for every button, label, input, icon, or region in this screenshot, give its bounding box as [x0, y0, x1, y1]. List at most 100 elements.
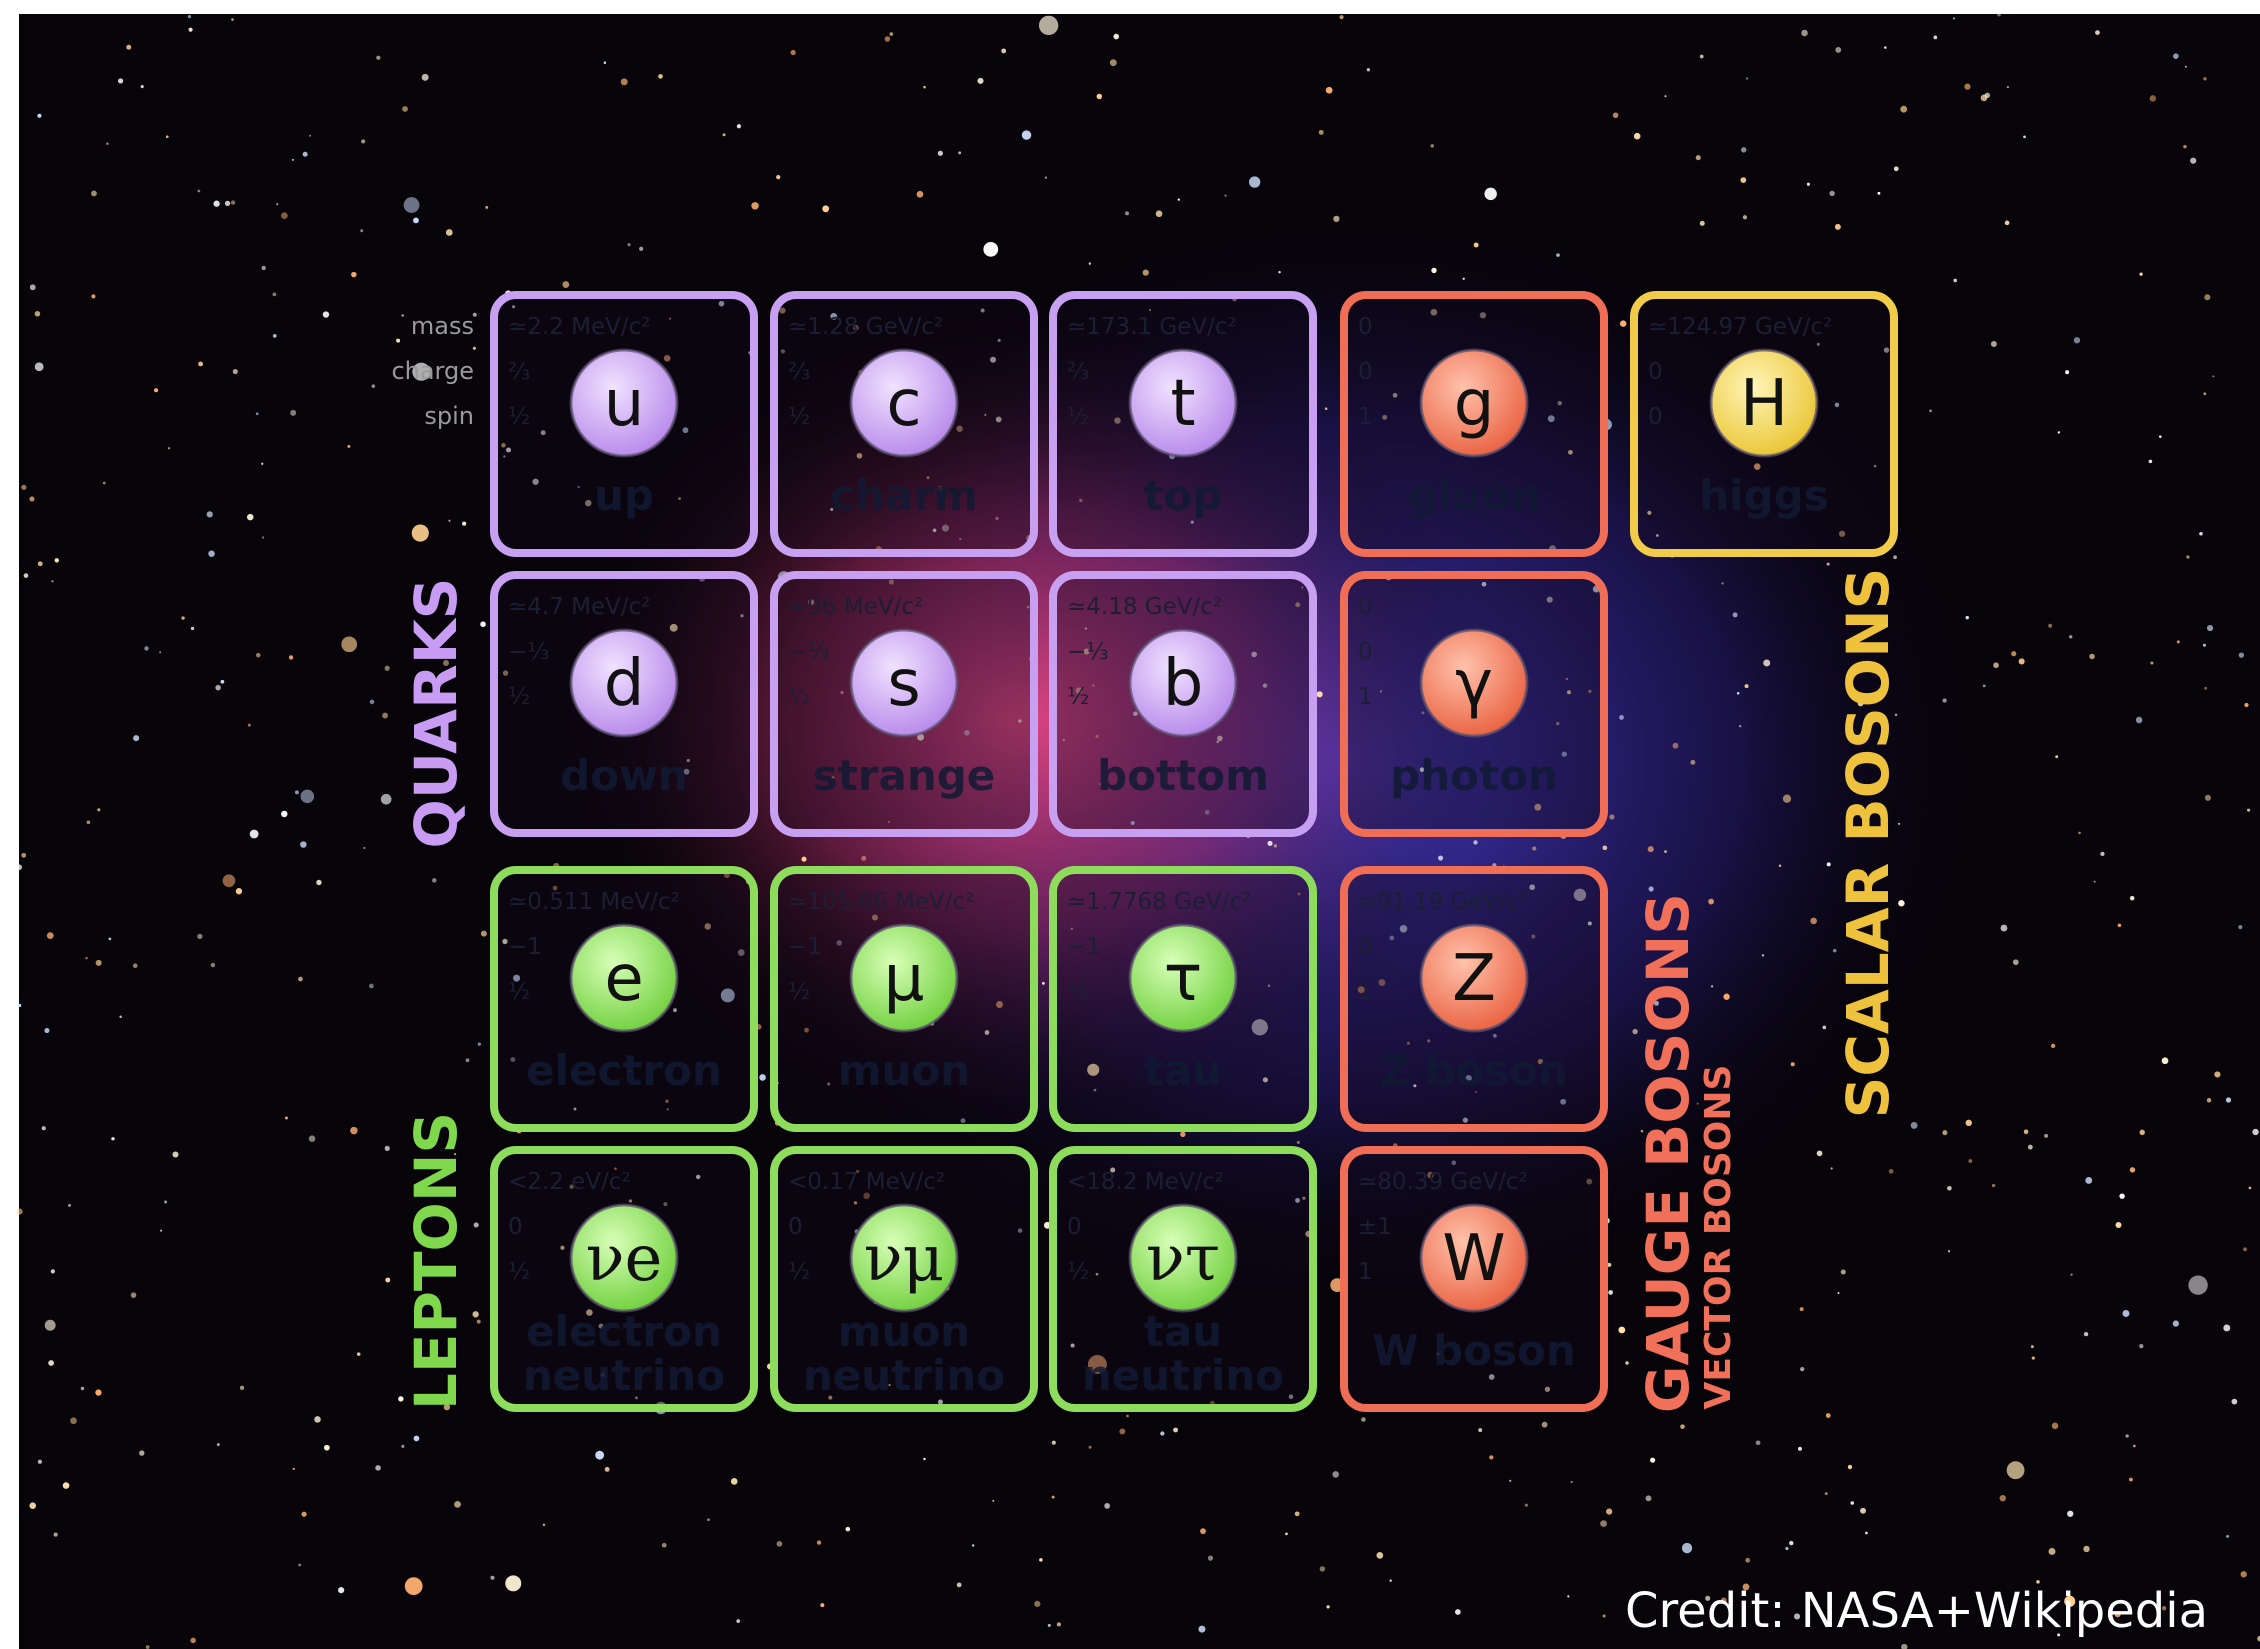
- spin: 1: [1358, 1259, 1373, 1285]
- star: [1810, 917, 1817, 925]
- mass: 0: [1358, 594, 1373, 620]
- spin: 1: [1358, 979, 1373, 1005]
- star: [1832, 948, 1837, 953]
- star: [1413, 1084, 1417, 1088]
- star: [1738, 724, 1742, 728]
- particle-symbol: μ: [884, 942, 925, 1016]
- spin: ½: [1067, 979, 1089, 1005]
- star: [80, 1386, 85, 1391]
- star: [1647, 510, 1652, 515]
- star: [614, 1167, 617, 1170]
- star: [1699, 54, 1704, 59]
- star: [292, 1467, 295, 1471]
- star: [1947, 1185, 1952, 1191]
- star: [37, 113, 42, 118]
- star: [853, 1201, 858, 1205]
- star: [1997, 13, 2001, 17]
- star: [542, 1523, 546, 1527]
- star: [604, 1466, 610, 1472]
- star: [288, 655, 294, 660]
- star: [923, 85, 926, 89]
- star: [1799, 1307, 1804, 1312]
- charge: 0: [1648, 359, 1663, 385]
- particle-circle: [849, 628, 959, 738]
- star: [398, 1396, 404, 1402]
- star: [1968, 1159, 1973, 1163]
- star: [1099, 783, 1102, 786]
- star: [2011, 651, 2017, 657]
- star: [1339, 15, 1344, 20]
- star: [840, 690, 844, 695]
- star: [216, 1443, 220, 1447]
- star: [448, 519, 451, 522]
- star: [2119, 1193, 2125, 1199]
- star: [1567, 1595, 1570, 1598]
- star: [1479, 312, 1487, 319]
- star: [108, 937, 112, 941]
- star: [540, 430, 546, 436]
- star: [984, 1030, 990, 1035]
- star: [1742, 1583, 1750, 1591]
- star: [736, 124, 742, 129]
- star: [1427, 1039, 1431, 1043]
- star: [403, 197, 420, 213]
- star: [1753, 463, 1761, 470]
- star: [256, 652, 261, 658]
- particle-symbol: b: [1163, 647, 1204, 721]
- star: [1379, 690, 1382, 693]
- star: [2031, 1356, 2035, 1360]
- star: [1901, 1643, 1908, 1649]
- star: [140, 85, 144, 89]
- star: [807, 598, 815, 606]
- star: [1822, 1025, 1827, 1030]
- star: [1785, 1547, 1789, 1551]
- mass: ≃173.1 GeV/c²: [1067, 314, 1237, 340]
- star: [1332, 1471, 1339, 1478]
- mass: ≃4.18 GeV/c²: [1067, 594, 1222, 620]
- star: [1316, 691, 1323, 698]
- star: [888, 579, 894, 585]
- star: [598, 1323, 604, 1329]
- star: [316, 879, 322, 886]
- star: [1794, 1613, 1801, 1620]
- star: [1561, 751, 1567, 757]
- star: [2139, 1344, 2144, 1349]
- star: [1888, 1169, 1894, 1174]
- star: [206, 511, 213, 518]
- mass: 0: [1358, 314, 1373, 340]
- star: [261, 462, 264, 465]
- star: [1999, 1494, 2007, 1502]
- star: [2083, 1545, 2090, 1553]
- star: [1556, 721, 1560, 726]
- star: [2115, 1222, 2122, 1228]
- star: [396, 338, 401, 343]
- star: [501, 443, 506, 448]
- particle-name: photon: [1390, 751, 1558, 800]
- star: [2135, 716, 2143, 724]
- star: [1084, 627, 1088, 630]
- star: [1478, 1428, 1483, 1433]
- star: [2186, 555, 2190, 559]
- star: [338, 1587, 345, 1594]
- spin: ½: [788, 1259, 810, 1285]
- star: [1319, 1566, 1326, 1572]
- star: [1838, 530, 1846, 537]
- star: [2006, 85, 2010, 89]
- star: [246, 513, 254, 521]
- star: [154, 388, 159, 393]
- star: [1633, 132, 1641, 140]
- particle-circle: [569, 348, 679, 458]
- star: [17, 1003, 22, 1008]
- star: [1790, 1062, 1795, 1067]
- star: [2184, 65, 2188, 68]
- star: [964, 729, 970, 736]
- star: [1295, 1197, 1300, 1203]
- star: [1789, 1540, 1794, 1546]
- star: [453, 1153, 457, 1156]
- star: [1198, 1625, 1206, 1633]
- star: [569, 1184, 574, 1189]
- star: [871, 914, 878, 921]
- star: [1095, 1272, 1099, 1276]
- star: [1114, 417, 1121, 424]
